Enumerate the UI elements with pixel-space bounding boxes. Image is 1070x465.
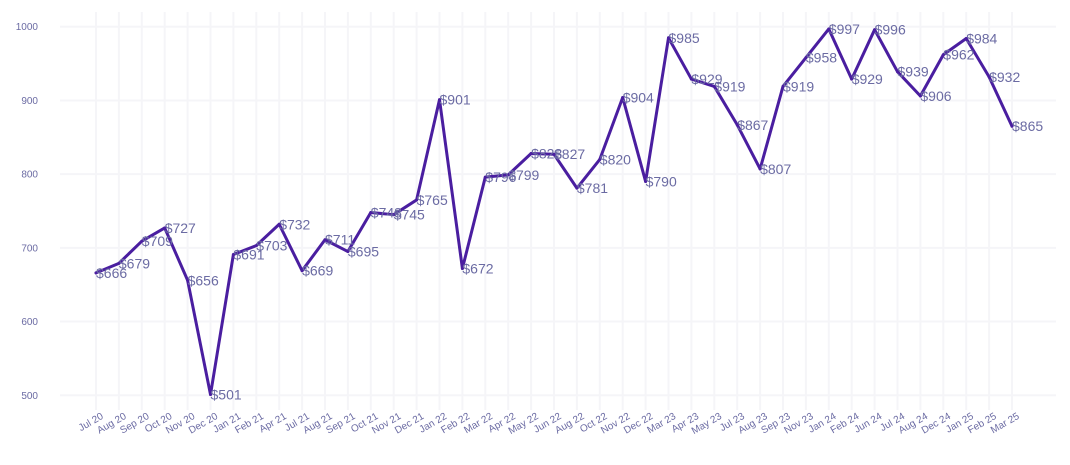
data-point bbox=[438, 98, 441, 102]
data-label: $865 bbox=[1012, 118, 1043, 134]
horizontal-gridlines bbox=[60, 25, 1056, 397]
data-label: $656 bbox=[188, 272, 219, 288]
data-point bbox=[346, 250, 350, 254]
data-label: $984 bbox=[966, 31, 997, 47]
data-label: $904 bbox=[623, 89, 654, 105]
data-point bbox=[896, 70, 899, 74]
data-point bbox=[689, 77, 693, 81]
data-label: $691 bbox=[233, 246, 264, 262]
y-tick-label: 700 bbox=[21, 243, 38, 254]
data-label: $901 bbox=[440, 92, 471, 108]
y-tick-label: 500 bbox=[21, 391, 38, 402]
series-group bbox=[94, 27, 1014, 397]
data-label: $748 bbox=[371, 204, 402, 220]
data-point bbox=[1010, 124, 1014, 128]
data-label: $962 bbox=[943, 47, 974, 63]
data-point bbox=[850, 77, 854, 81]
y-tick-label: 600 bbox=[21, 317, 38, 328]
data-label: $501 bbox=[211, 387, 242, 403]
data-point bbox=[506, 173, 510, 177]
data-point bbox=[140, 239, 144, 243]
data-label: $997 bbox=[829, 21, 860, 37]
y-tick-label: 1000 bbox=[16, 22, 39, 33]
data-point bbox=[231, 252, 235, 256]
data-label: $929 bbox=[852, 71, 883, 87]
data-point bbox=[460, 266, 464, 270]
data-labels: $666$679 $709$727 $656 $501 $691$703 $732 $669… bbox=[96, 21, 1043, 403]
data-point bbox=[987, 75, 991, 79]
data-label: $827 bbox=[554, 146, 585, 162]
data-label: $932 bbox=[989, 69, 1020, 85]
data-label: $906 bbox=[920, 88, 951, 104]
data-label: $695 bbox=[348, 244, 379, 260]
data-label: $820 bbox=[600, 151, 631, 167]
data-point bbox=[712, 84, 716, 88]
data-point bbox=[804, 56, 808, 60]
data-label: $711 bbox=[325, 232, 355, 248]
data-label: $828 bbox=[531, 146, 562, 162]
data-point bbox=[781, 84, 785, 88]
data-label: $666 bbox=[96, 265, 127, 281]
data-label: $790 bbox=[646, 174, 677, 190]
data-label: $867 bbox=[737, 117, 768, 133]
data-label: $996 bbox=[875, 22, 906, 38]
data-point bbox=[209, 393, 212, 397]
data-point bbox=[186, 278, 190, 282]
data-label: $765 bbox=[417, 192, 448, 208]
y-axis: 500 600 700 800 900 1000 bbox=[16, 22, 39, 402]
data-label: $745 bbox=[394, 207, 425, 223]
data-label: $679 bbox=[119, 255, 150, 271]
data-point bbox=[415, 198, 419, 202]
y-tick-label: 900 bbox=[21, 96, 38, 107]
data-point bbox=[117, 261, 121, 265]
data-point bbox=[529, 152, 533, 156]
data-label: $727 bbox=[165, 220, 196, 236]
data-label: $732 bbox=[279, 216, 310, 232]
data-label: $919 bbox=[714, 78, 745, 94]
data-label: $985 bbox=[669, 30, 700, 46]
data-point bbox=[964, 37, 968, 41]
data-label: $799 bbox=[508, 167, 539, 183]
data-point bbox=[667, 36, 670, 40]
data-point bbox=[323, 238, 327, 242]
data-point bbox=[552, 152, 556, 156]
y-tick-label: 800 bbox=[21, 170, 38, 181]
data-point bbox=[918, 94, 922, 98]
data-point bbox=[300, 269, 304, 273]
data-point bbox=[644, 180, 648, 184]
data-label: $958 bbox=[806, 50, 837, 66]
data-label: $709 bbox=[142, 233, 173, 249]
data-point bbox=[277, 222, 281, 226]
data-point bbox=[254, 244, 258, 248]
data-point bbox=[575, 186, 579, 190]
data-label: $781 bbox=[577, 180, 608, 196]
data-label: $672 bbox=[462, 260, 493, 276]
data-label: $929 bbox=[691, 71, 722, 87]
data-label: $703 bbox=[256, 238, 287, 254]
data-point bbox=[941, 53, 945, 57]
data-point bbox=[483, 175, 487, 179]
data-point bbox=[827, 27, 831, 31]
data-point bbox=[163, 226, 167, 230]
data-point bbox=[758, 167, 762, 171]
data-label: $919 bbox=[783, 78, 814, 94]
data-label: $807 bbox=[760, 161, 791, 177]
data-point bbox=[369, 210, 373, 214]
data-point bbox=[735, 123, 739, 127]
data-point bbox=[392, 213, 396, 217]
data-point bbox=[873, 28, 877, 32]
data-label: $939 bbox=[898, 64, 929, 80]
data-label: $669 bbox=[302, 263, 333, 279]
data-point bbox=[598, 157, 602, 161]
data-point bbox=[621, 95, 625, 99]
data-label: $796 bbox=[485, 169, 516, 185]
data-point bbox=[94, 271, 98, 275]
